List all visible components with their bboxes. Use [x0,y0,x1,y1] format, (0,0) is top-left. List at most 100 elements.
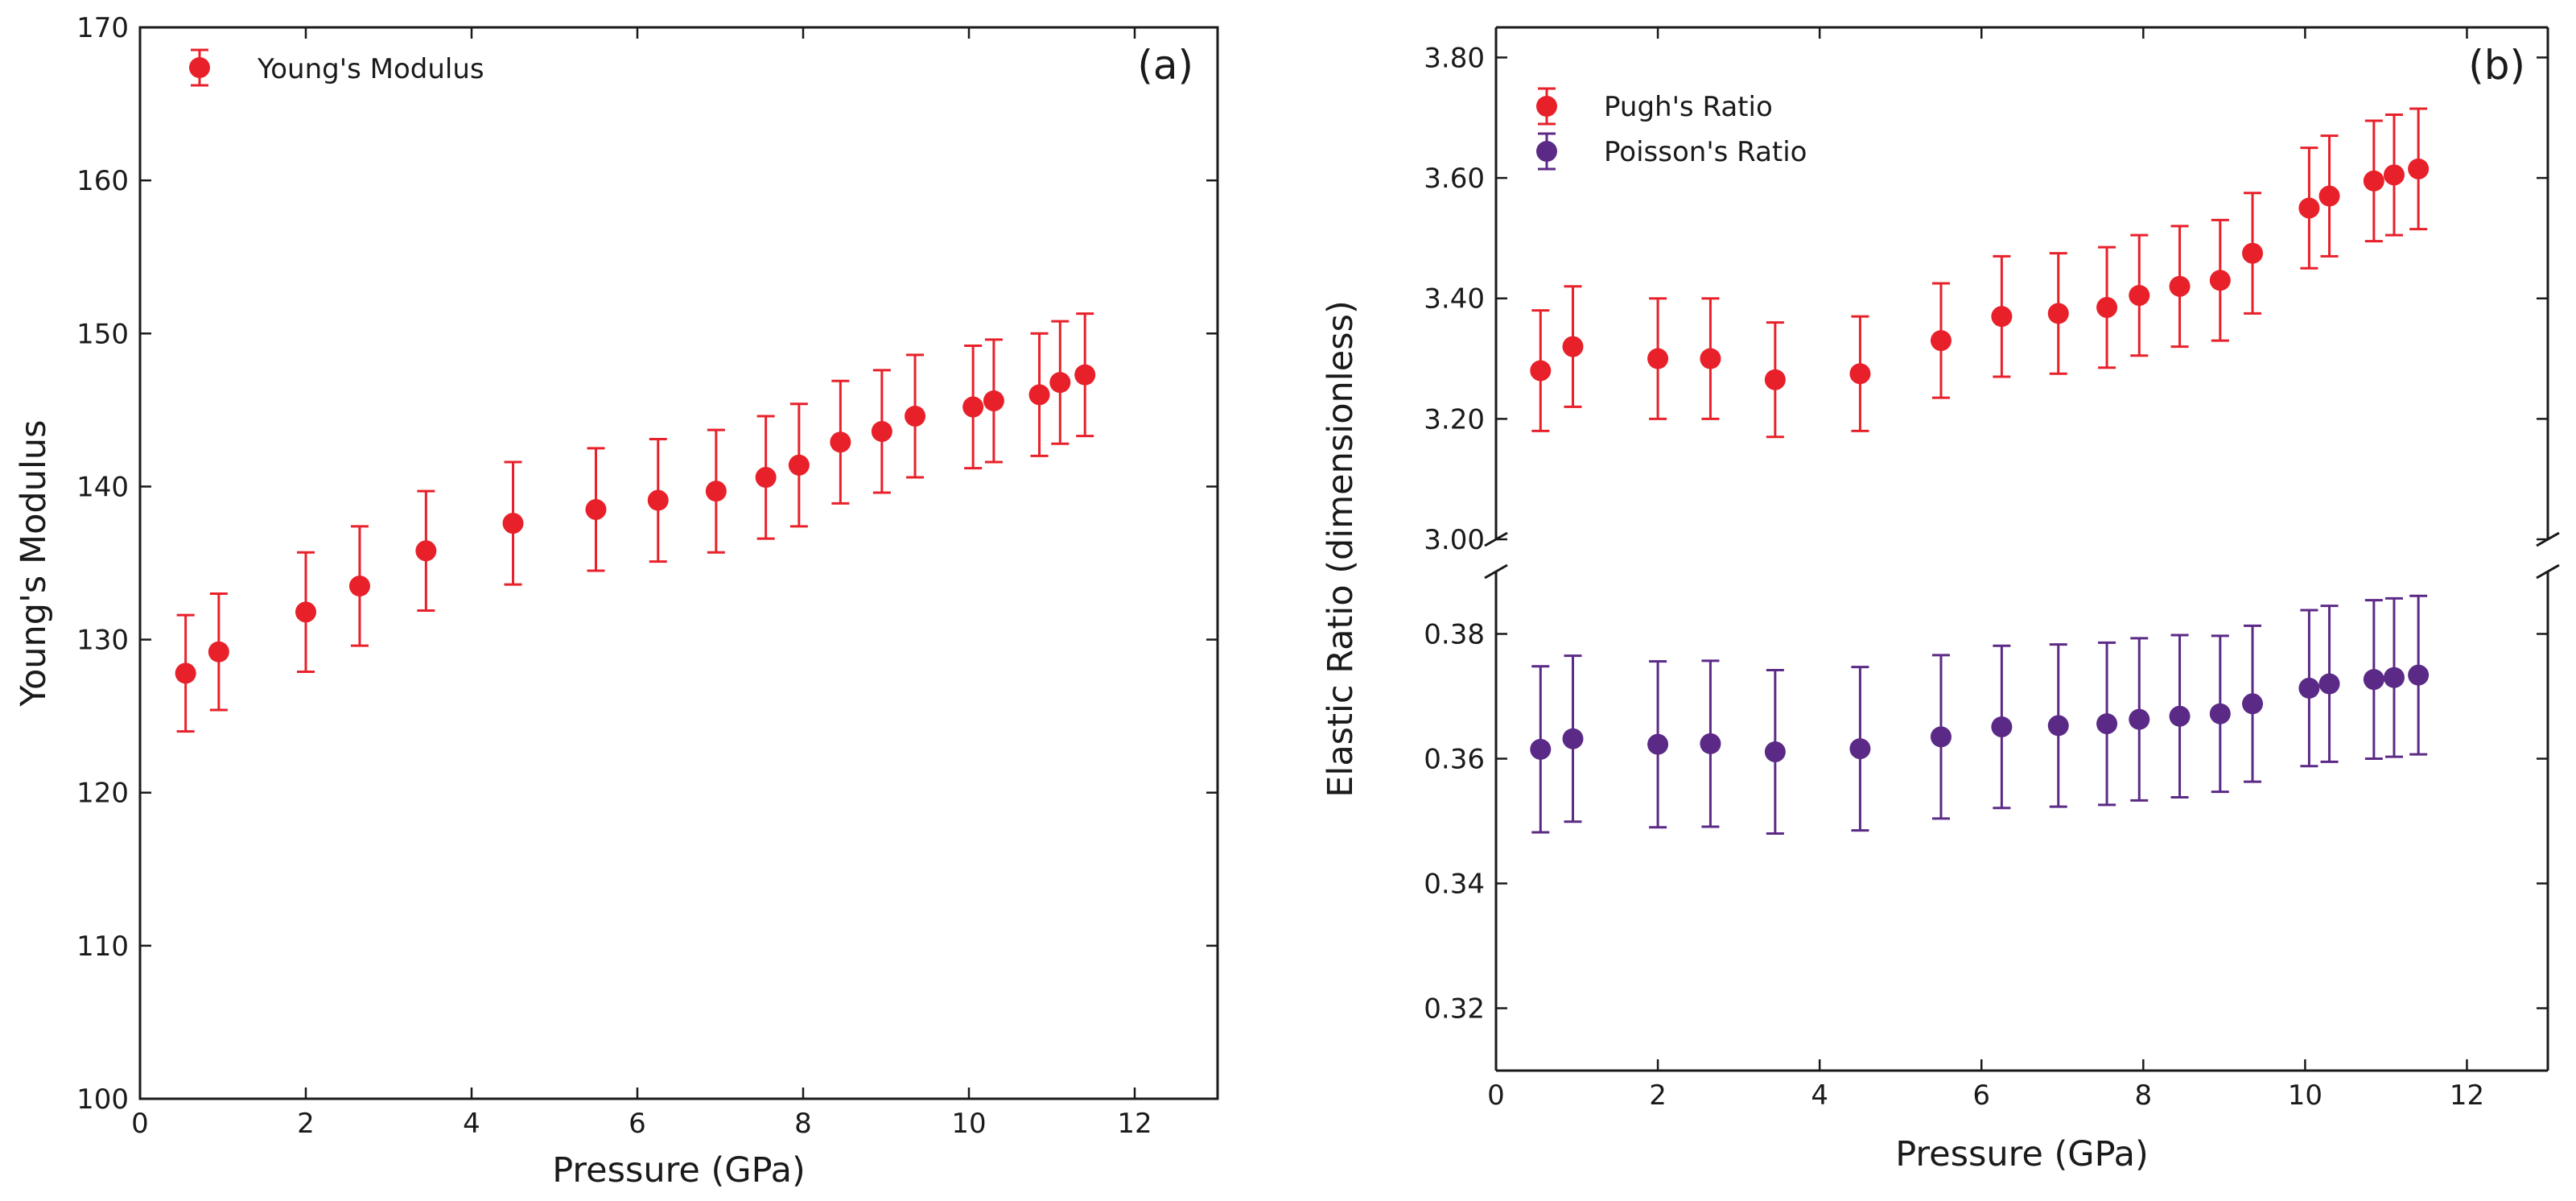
b-s1-point-6 [1930,726,1952,748]
b-s1-point-7 [1991,716,2013,737]
a-series-group [175,312,1096,733]
a-x-tick-label-3: 6 [629,1108,646,1140]
a-axes-frame [138,26,1219,1100]
b-upper-y-tick-label-3: 3.60 [1424,163,1485,195]
b-s0-point-6 [1930,330,1952,352]
a-s0-point-9 [755,467,777,489]
panel-b-elastic-ratios: 0 2 4 6 8 10 12 3.00 3.20 3.40 3.60 3.80 0.32 0.34 0.3… [1321,26,2560,1174]
a-s0-point-3 [348,576,370,597]
a-y-tick-label-5: 150 [76,318,129,350]
b-lower-y-tick-label-1: 0.34 [1424,869,1485,901]
b-s0-point-17 [2383,164,2405,186]
a-y-tick-label-4: 140 [76,471,129,503]
a-s0-point-15 [983,390,1004,411]
a-s0-point-18 [1074,364,1096,386]
b-s1-point-16 [2363,669,2384,691]
b-s1-point-2 [1647,733,1669,755]
b-x-tick-label-4: 8 [2134,1079,2152,1112]
panel-label-b: (b) [2468,42,2525,89]
b-series-group [1530,107,2430,835]
b-s1-point-5 [1849,738,1871,760]
b-s0-point-15 [2318,185,2340,207]
a-x-tick-label-1: 2 [297,1108,315,1140]
b-x-tick-label-3: 6 [1972,1079,1990,1112]
a-y-tick-label-0: 100 [76,1083,129,1116]
a-s0-point-13 [905,405,926,427]
b-break-mark-3 [2536,563,2560,580]
b-x-tick-label-1: 2 [1649,1079,1667,1112]
a-legend-label-youngs-modulus: Young's Modulus [257,53,484,85]
b-x-axis-label: Pressure (GPa) [1895,1134,2149,1174]
b-x-tick-label-0: 0 [1487,1079,1505,1112]
a-s0-point-17 [1049,372,1071,394]
a-x-tick-label-2: 4 [463,1108,480,1140]
b-s0-point-5 [1849,363,1871,385]
a-y-tick-label-2: 120 [76,778,129,810]
b-legend: Pugh's Ratio Poisson's Ratio [1536,87,1807,171]
b-s1-point-14 [2298,677,2320,699]
a-s0-point-10 [788,454,810,476]
a-legend-youngs-modulus-marker [189,57,210,78]
a-s0-point-8 [705,481,727,502]
b-s0-point-18 [2408,158,2430,180]
b-lower-y-tick-label-3: 0.38 [1424,619,1485,651]
b-s0-point-0 [1530,360,1552,382]
b-y-axis-label: Elastic Ratio (dimensionless) [1321,300,1361,798]
b-s0-point-16 [2363,170,2384,192]
b-s1-point-9 [2096,713,2118,735]
b-s1-point-17 [2383,667,2405,688]
b-s1-point-1 [1562,728,1584,749]
b-upper-y-tick-label-0: 3.00 [1424,524,1485,556]
a-s0-point-12 [871,420,892,442]
a-x-tick-label-0: 0 [131,1108,149,1140]
b-s1-point-3 [1700,733,1721,754]
a-y-tick-label-3: 130 [76,625,129,657]
b-s1-point-18 [2408,664,2430,686]
a-s0-point-7 [647,489,669,511]
a-s0-point-2 [295,601,316,623]
b-s1-point-10 [2129,708,2150,730]
a-x-tick-label-5: 10 [951,1108,986,1140]
a-x-tick-label-4: 8 [794,1108,812,1140]
b-s0-point-10 [2129,284,2150,306]
b-upper-y-tick-label-4: 3.80 [1424,42,1485,74]
b-x-tick-label-6: 12 [2450,1079,2484,1112]
b-x-tick-label-2: 4 [1811,1079,1828,1112]
b-upper-y-tick-label-2: 3.40 [1424,283,1485,316]
b-legend-label-pughs-ratio: Pugh's Ratio [1604,91,1773,123]
b-s0-point-11 [2169,275,2191,297]
a-x-axis-label: Pressure (GPa) [552,1150,806,1191]
a-y-tick-label-1: 110 [76,931,129,963]
b-s0-point-2 [1647,348,1669,369]
b-lower-y-tick-label-0: 0.32 [1424,993,1485,1026]
b-s0-point-9 [2096,296,2118,318]
b-legend-label-poissons-ratio: Poisson's Ratio [1604,136,1807,168]
b-s0-point-3 [1700,348,1721,369]
b-s1-point-0 [1530,738,1552,760]
b-s0-point-1 [1562,336,1584,357]
b-s0-point-14 [2298,197,2320,219]
b-s1-point-15 [2318,673,2340,695]
b-s0-point-12 [2209,270,2231,291]
b-s1-point-12 [2209,703,2231,724]
b-s0-point-13 [2242,242,2264,264]
a-s0-point-0 [175,662,196,684]
b-legend-poissons-ratio-marker [1536,141,1557,162]
a-y-tick-label-6: 160 [76,165,129,197]
a-legend: Young's Modulus [189,48,484,87]
a-y-tick-label-7: 170 [76,12,129,44]
b-s0-point-4 [1764,369,1786,390]
a-s0-point-11 [830,431,851,453]
b-x-tick-label-5: 10 [2288,1079,2323,1112]
b-s0-point-7 [1991,306,2013,328]
b-s1-point-8 [2047,715,2069,737]
a-axes-group: 0 2 4 6 8 10 12 100 110 120 130 140 150 160 170 [76,12,1219,1140]
b-s1-point-4 [1764,741,1786,762]
a-y-axis-label: Young's Modulus [14,419,54,707]
a-s0-point-4 [415,540,437,562]
b-upper-y-tick-label-1: 3.20 [1424,403,1485,435]
a-s0-point-6 [585,498,607,520]
a-s0-point-14 [962,396,984,418]
